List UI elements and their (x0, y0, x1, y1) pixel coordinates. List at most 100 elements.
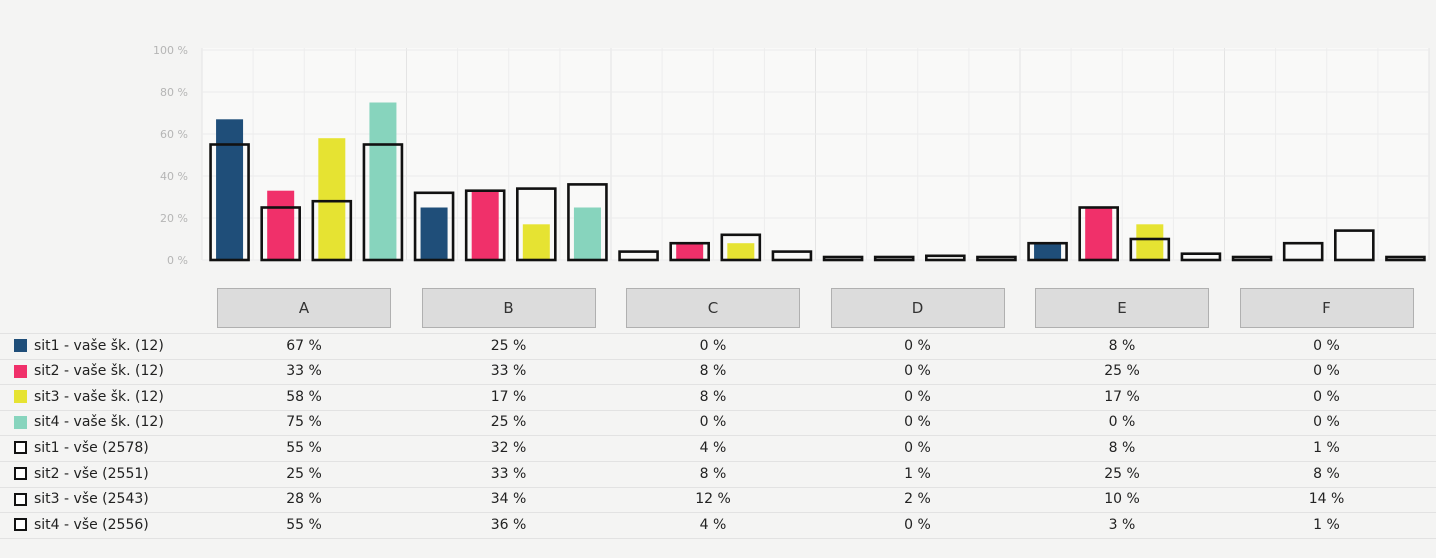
bar-2-all-A (260, 206, 301, 262)
table-cell: 0 % (904, 414, 931, 431)
legend-swatch (14, 467, 27, 480)
bar-3-school-C (727, 243, 755, 260)
table-cell: 4 % (699, 439, 727, 456)
bar-2-all-F (1282, 241, 1324, 262)
category-header-C: C (626, 288, 800, 328)
table-cell: 75 % (286, 414, 322, 431)
legend-label: sit1 - vaše šk. (12) (34, 337, 164, 354)
table-cell: 25 % (1104, 465, 1140, 482)
bar-2-school-E (1085, 207, 1113, 260)
table-cell: 8 % (699, 363, 727, 380)
legend-entry: sit3 - vše (2543) (14, 487, 214, 512)
table-cell: 55 % (286, 516, 322, 533)
bar-4-school-B (573, 207, 601, 260)
row-divider (0, 486, 1436, 488)
bar-4-all-A (362, 143, 404, 262)
bar-3-school-B (522, 224, 550, 260)
bar-1-school-A (216, 119, 244, 260)
row-divider (0, 435, 1436, 437)
category-header-D: D (830, 288, 1005, 328)
table-cell: 0 % (1313, 388, 1340, 405)
bar-2-school-C (676, 243, 704, 260)
table-cell: 0 % (904, 363, 931, 380)
y-tick-label: 100 % (153, 44, 188, 57)
table-cell: 0 % (904, 516, 931, 533)
table-cell: 8 % (1108, 337, 1136, 354)
table-cell: 0 % (1313, 337, 1340, 354)
bar-4-all-D (976, 255, 1017, 262)
legend-entry: sit2 - vše (2551) (14, 461, 214, 486)
bar-chart: 100 % 80 % 60 % 40 % 20 % 0 % (153, 44, 1430, 267)
bar-3-school-E (1136, 224, 1164, 260)
table-cell: 12 % (695, 491, 731, 508)
bar-1-all-C (618, 250, 659, 262)
row-divider (0, 409, 1436, 411)
bar-3-school-A (318, 138, 346, 260)
bar-4-all-E (1180, 252, 1222, 262)
legend-label: sit4 - vaše šk. (12) (34, 414, 164, 431)
table-cell: 0 % (1313, 414, 1340, 431)
table-cell: 32 % (490, 439, 527, 456)
table-cell: 3 % (1108, 516, 1136, 533)
table-cell: 14 % (1308, 491, 1345, 508)
category-header-B: B (421, 288, 596, 328)
table-cell: 0 % (699, 414, 727, 431)
bar-3-all-C (720, 233, 762, 262)
y-tick-label: 60 % (160, 128, 188, 141)
table-cell: 1 % (904, 465, 931, 482)
legend-label: sit3 - vaše šk. (12) (34, 388, 164, 405)
legend-label: sit2 - vše (2551) (34, 465, 149, 482)
table-cell: 8 % (699, 465, 727, 482)
table-cell: 0 % (1108, 414, 1136, 431)
y-tick-label: 20 % (160, 212, 188, 225)
table-cell: 28 % (286, 491, 322, 508)
bar-4-all-C (771, 250, 813, 262)
table-cell: 4 % (699, 516, 727, 533)
legend-swatch (14, 518, 27, 532)
bar-1-school-B (420, 207, 448, 260)
row-divider (0, 512, 1436, 514)
legend-label: sit2 - vaše šk. (12) (34, 363, 164, 380)
y-tick-label: 40 % (160, 170, 188, 183)
bar-2-all-D (873, 255, 915, 262)
legend-entry: sit1 - vaše šk. (12) (14, 333, 214, 358)
table-cell: 1 % (1313, 439, 1340, 456)
bar-2-all-C (669, 241, 710, 262)
table-cell: 25 % (286, 465, 322, 482)
bar-3-all-D (925, 254, 966, 262)
table-cell: 0 % (904, 388, 931, 405)
bar-3-all-F (1334, 229, 1375, 262)
table-cell: 25 % (1104, 363, 1140, 380)
bar-3-all-B (516, 187, 557, 262)
bar-1-all-E (1027, 241, 1068, 262)
legend-label: sit3 - vše (2543) (34, 491, 149, 508)
legend-swatch (14, 492, 27, 506)
legend-label: sit1 - vše (2578) (34, 439, 149, 456)
table-cell: 36 % (490, 516, 527, 533)
table-cell: 34 % (490, 491, 527, 508)
row-divider (0, 358, 1436, 360)
bar-1-all-D (822, 255, 864, 262)
legend-swatch (14, 364, 27, 378)
bar-2-school-B (471, 190, 499, 260)
y-tick-label: 0 % (167, 254, 188, 267)
table-cell: 67 % (286, 337, 322, 354)
bar-4-school-A (369, 102, 397, 260)
bar-1-all-A (209, 143, 250, 262)
table-cell: 33 % (490, 363, 527, 380)
legend-entry: sit2 - vaše šk. (12) (14, 359, 214, 384)
table-cell: 55 % (286, 439, 322, 456)
table-cell: 33 % (286, 363, 322, 380)
bar-2-all-E (1078, 206, 1119, 262)
bar-2-all-B (464, 189, 506, 262)
table-cell: 8 % (1108, 439, 1136, 456)
table-cell: 0 % (904, 337, 931, 354)
bar-1-all-F (1231, 255, 1273, 262)
table-cell: 0 % (699, 337, 727, 354)
y-tick-label: 80 % (160, 86, 188, 99)
legend-entry: sit4 - vše (2556) (14, 512, 214, 537)
bar-3-all-A (311, 199, 353, 262)
legend-entry: sit1 - vše (2578) (14, 435, 214, 460)
legend-swatch (14, 415, 27, 429)
